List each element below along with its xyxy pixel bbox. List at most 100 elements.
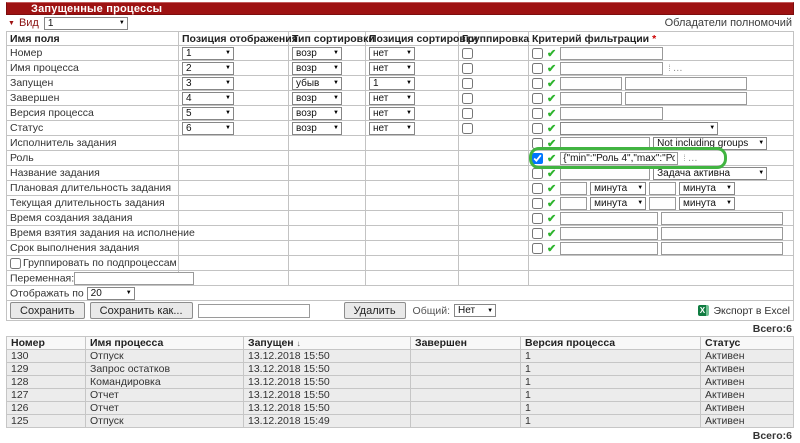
delete-button[interactable]: Удалить (343, 302, 406, 319)
grouping-checkbox[interactable] (462, 47, 473, 59)
duration-to-input[interactable] (649, 196, 677, 210)
filter-enable-checkbox[interactable] (532, 152, 543, 164)
results-header-process-name[interactable]: Имя процесса (85, 336, 244, 350)
filter-enable-checkbox[interactable] (532, 242, 543, 254)
filter-from-input[interactable] (560, 211, 659, 225)
display-pos-select[interactable]: 2 ▼ (182, 61, 234, 75)
field-name: Роль (6, 150, 179, 166)
filter-enable-checkbox[interactable] (532, 212, 543, 224)
filter-to-input[interactable] (625, 91, 748, 105)
results-header-status[interactable]: Статус (700, 336, 794, 350)
filter-enable-checkbox[interactable] (532, 77, 543, 89)
filter-from-input[interactable] (560, 226, 659, 240)
filter-enable-checkbox[interactable] (532, 227, 543, 239)
grouping-checkbox[interactable] (462, 92, 473, 104)
dropdown-arrow-icon: ▼ (406, 110, 412, 116)
sort-pos-select[interactable]: нет ▼ (369, 106, 415, 120)
cell-number: 126 (6, 401, 86, 415)
select-value: 5 (186, 107, 192, 119)
filter-enable-checkbox[interactable] (532, 122, 543, 134)
filter-enable-checkbox[interactable] (532, 62, 543, 74)
results-table: Номер Имя процесса Запущен ↓ Завершен Вер… (6, 336, 794, 428)
cell-status: Активен (700, 388, 794, 402)
check-icon: ✔ (547, 152, 557, 165)
config-row-variable: Переменная: (6, 270, 794, 286)
save-as-button[interactable]: Сохранить как... (89, 302, 193, 319)
unit-from-select[interactable]: минута ▼ (590, 196, 647, 210)
sort-type-select[interactable]: возр ▼ (292, 61, 342, 75)
filter-enable-checkbox[interactable] (532, 107, 543, 119)
authority-owners-link[interactable]: Обладатели полномочий (664, 17, 792, 29)
duration-from-input[interactable] (560, 181, 588, 195)
grouping-checkbox[interactable] (462, 107, 473, 119)
more-options-button[interactable]: … (672, 62, 684, 74)
sort-pos-select[interactable]: нет ▼ (369, 91, 415, 105)
page-size-cell: Отображать по 20 ▼ (6, 285, 794, 301)
display-pos-select[interactable]: 6 ▼ (182, 121, 234, 135)
sort-type-select[interactable]: возр ▼ (292, 46, 342, 60)
filter-to-input[interactable] (625, 76, 748, 90)
sort-pos-select[interactable]: нет ▼ (369, 61, 415, 75)
view-select[interactable]: 1 ▼ (43, 16, 128, 30)
duration-to-input[interactable] (649, 181, 677, 195)
unit-to-select[interactable]: минута ▼ (678, 196, 735, 210)
display-pos-select[interactable]: 1 ▼ (182, 46, 234, 60)
unit-from-select[interactable]: минута ▼ (590, 181, 647, 195)
sort-type-select[interactable]: возр ▼ (292, 121, 342, 135)
filter-enable-checkbox[interactable] (532, 197, 543, 209)
display-pos-select[interactable]: 5 ▼ (182, 106, 234, 120)
variable-input[interactable] (74, 271, 195, 285)
sort-type-select[interactable]: возр ▼ (292, 106, 342, 120)
sort-type-select[interactable]: возр ▼ (292, 91, 342, 105)
column-header-sort-type: Тип сортировки (288, 31, 375, 46)
collapse-triangle-icon[interactable]: ▼ (8, 19, 15, 27)
sort-type-select[interactable]: убыв ▼ (292, 76, 342, 90)
filter-to-input[interactable] (661, 241, 784, 255)
sort-pos-select[interactable]: нет ▼ (369, 121, 415, 135)
shared-select[interactable]: Нет ▼ (454, 304, 497, 317)
filter-input[interactable] (560, 106, 664, 120)
grouping-checkbox[interactable] (462, 122, 473, 134)
role-filter-input[interactable] (560, 151, 679, 165)
filter-input[interactable] (560, 46, 664, 60)
status-filter-select[interactable]: ▼ (560, 121, 719, 135)
grouping-checkbox[interactable] (462, 77, 473, 89)
task-name-filter-input[interactable] (560, 166, 651, 180)
results-header-number[interactable]: Номер (6, 336, 86, 350)
duration-from-input[interactable] (560, 196, 588, 210)
sort-pos-select[interactable]: нет ▼ (369, 46, 415, 60)
cell-started: 13.12.2018 15:50 (243, 388, 411, 402)
filter-from-input[interactable] (560, 241, 659, 255)
filter-from-input[interactable] (560, 76, 623, 90)
result-row: 126 Отчет 13.12.2018 15:50 1 Активен (6, 401, 794, 415)
results-header-finished[interactable]: Завершен (410, 336, 521, 350)
results-header-version[interactable]: Версия процесса (520, 336, 701, 350)
display-pos-select[interactable]: 3 ▼ (182, 76, 234, 90)
field-name: Текущая длительность задания (6, 195, 179, 211)
filter-enable-checkbox[interactable] (532, 182, 543, 194)
export-excel-link[interactable]: X Экспорт в Excel (698, 305, 790, 317)
executor-filter-input[interactable] (560, 136, 651, 150)
task-state-select[interactable]: Задача активна ▼ (653, 166, 768, 180)
filter-enable-checkbox[interactable] (532, 92, 543, 104)
results-header-started[interactable]: Запущен ↓ (243, 336, 411, 350)
filter-to-input[interactable] (661, 211, 784, 225)
save-button[interactable]: Сохранить (10, 302, 85, 319)
filter-enable-checkbox[interactable] (532, 137, 543, 149)
sort-pos-select[interactable]: 1 ▼ (369, 76, 415, 90)
grouping-checkbox[interactable] (462, 62, 473, 74)
filter-enable-checkbox[interactable] (532, 167, 543, 179)
profile-name-input[interactable] (197, 303, 310, 318)
page-size-select[interactable]: 20 ▼ (86, 286, 135, 300)
filter-from-input[interactable] (560, 91, 623, 105)
more-options-button[interactable]: … (687, 152, 699, 164)
cell-finished (410, 362, 521, 376)
groups-mode-select[interactable]: Not including groups ▼ (653, 136, 768, 150)
filter-to-input[interactable] (661, 226, 784, 240)
filter-input[interactable] (560, 61, 664, 75)
filter-enable-checkbox[interactable] (532, 47, 543, 59)
unit-to-select[interactable]: минута ▼ (678, 181, 735, 195)
display-pos-select[interactable]: 4 ▼ (182, 91, 234, 105)
check-icon: ✔ (547, 92, 557, 105)
group-by-subprocess-checkbox[interactable] (10, 257, 21, 269)
